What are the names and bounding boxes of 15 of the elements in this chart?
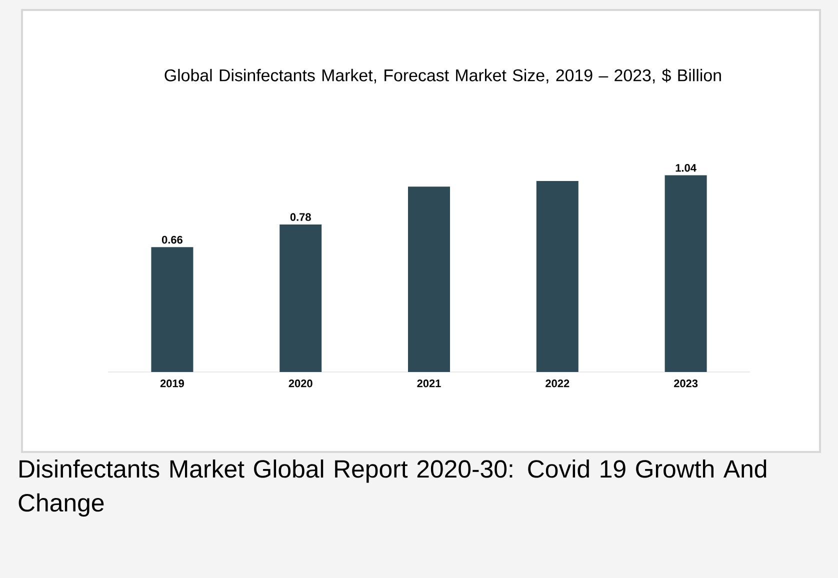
bar (280, 224, 322, 372)
data-label: 0.66 (162, 236, 182, 244)
text: Disinfectants Market Global Report 2020-30: Covid 19 Growth And Change (18, 460, 766, 517)
data-label: 1.04 (676, 164, 696, 172)
x-tick-label: 2021 (417, 380, 441, 388)
x-tick-label: 2019 (160, 380, 184, 388)
bar (151, 247, 194, 372)
x-tick-label: 2020 (288, 380, 312, 388)
bar (664, 175, 707, 372)
data-label: 0.78 (290, 213, 311, 221)
bar (408, 186, 450, 372)
x-tick-label: 2022 (546, 380, 570, 388)
bar (536, 180, 578, 372)
chart-title: Global Disinfectants Market, Forecast Market Size, 2019 – 2023, $ Billion (164, 68, 721, 84)
x-tick-label: 2023 (674, 380, 698, 388)
